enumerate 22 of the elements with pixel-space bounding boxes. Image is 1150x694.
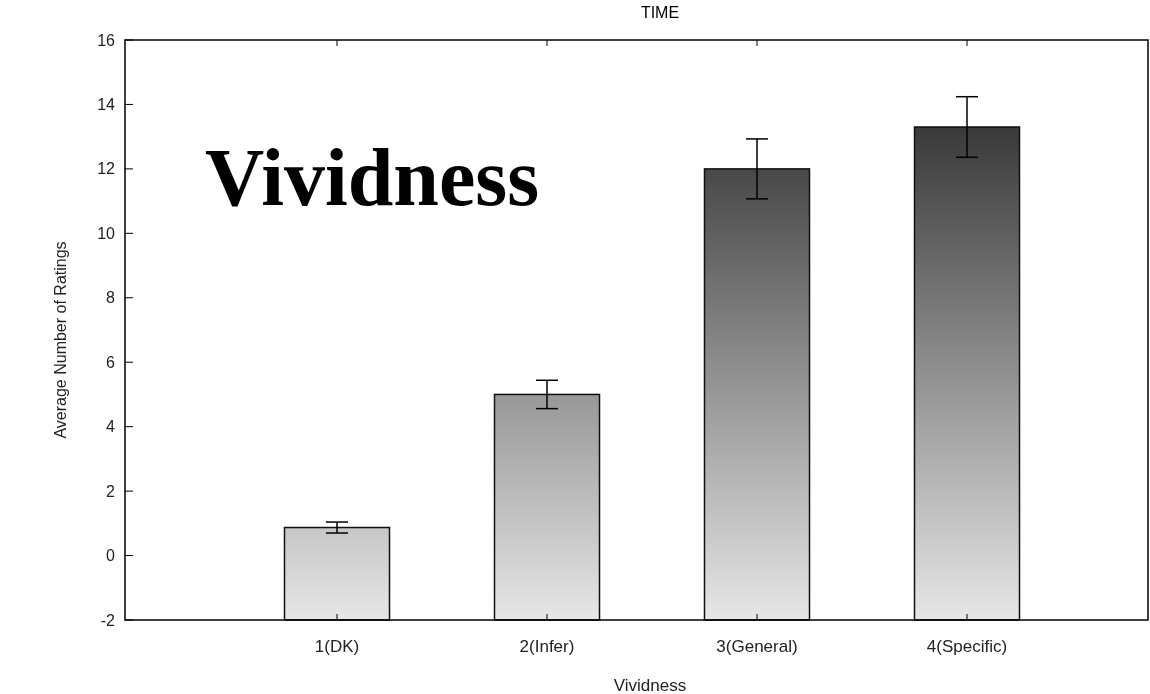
bar bbox=[703, 168, 811, 621]
y-tick-label: 16 bbox=[97, 31, 116, 49]
bar bbox=[493, 393, 601, 621]
bar bbox=[283, 526, 391, 621]
bar bbox=[913, 126, 1021, 621]
x-tick-label: 4(Specific) bbox=[926, 637, 1008, 656]
y-tick-label: 14 bbox=[97, 96, 116, 114]
y-tick-label: 10 bbox=[97, 224, 116, 242]
x-tick-label: 2(Infer) bbox=[519, 637, 575, 656]
x-axis-title: Vividness bbox=[613, 676, 687, 694]
annotation: Vividness bbox=[205, 132, 540, 223]
y-tick-label: 8 bbox=[106, 289, 116, 307]
y-tick-label: 2 bbox=[106, 482, 116, 500]
y-tick-label: 6 bbox=[106, 353, 116, 371]
x-tick-label: 3(General) bbox=[716, 637, 798, 656]
y-axis-title: Average Number of Ratings bbox=[52, 241, 69, 439]
y-tick-label: -2 bbox=[100, 611, 116, 629]
chart-title: TIME bbox=[640, 4, 680, 21]
x-tick-label: 1(DK) bbox=[314, 637, 360, 656]
y-tick-label: 0 bbox=[106, 547, 116, 565]
y-tick-label: 4 bbox=[106, 418, 116, 436]
y-tick-label: 12 bbox=[97, 160, 116, 178]
